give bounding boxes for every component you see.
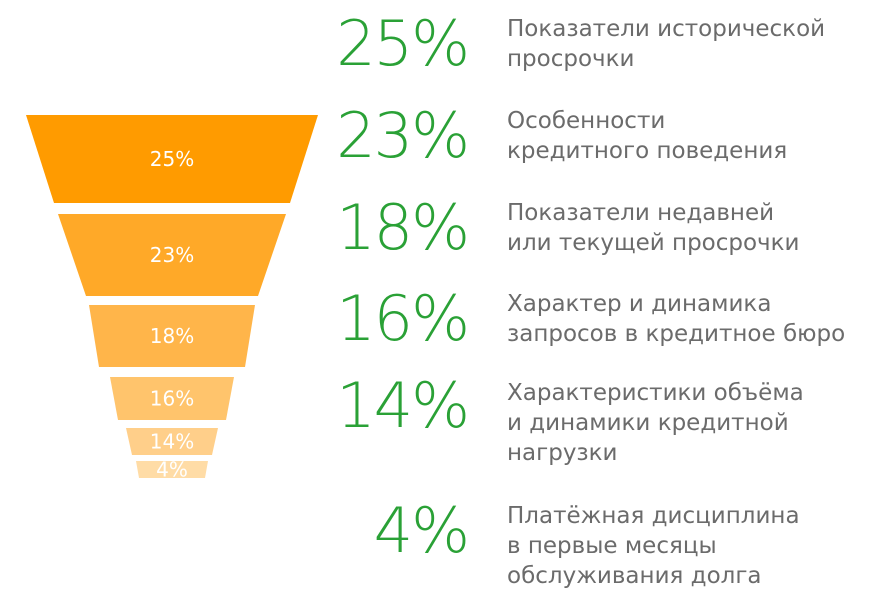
category-label: Характеристики объёма и динамики кредитн… (507, 380, 804, 466)
value-label: 4% (373, 494, 470, 567)
list-item: 18% Показатели недавней или текущей проср… (336, 192, 872, 292)
funnel-segment (89, 305, 255, 367)
value-label: 25% (336, 7, 470, 80)
category-label: Показатели недавней или текущей просрочк… (507, 200, 800, 256)
funnel-segment (58, 214, 286, 296)
value-label: 14% (336, 369, 470, 442)
list-item: 4% Платёжная дисциплина в первые месяцы о… (340, 495, 872, 595)
funnel-chart: 25% 23% 18% 16% 14% 4% (26, 115, 318, 482)
value-label: 23% (336, 99, 470, 172)
funnel-segment (110, 377, 234, 420)
category-label: Показатели исторической просрочки (507, 16, 826, 72)
list-item: 14% Характеристики объёма и динамики кред… (336, 370, 872, 470)
list-item: 23% Особенности кредитного поведения (336, 100, 872, 200)
funnel-segment (126, 428, 218, 455)
category-label: Особенности кредитного поведения (507, 108, 788, 164)
value-label: 18% (336, 191, 470, 264)
category-label: Платёжная дисциплина в первые месяцы обс… (507, 503, 800, 589)
list-item: 16% Характер и динамика запросов в кредит… (336, 283, 872, 383)
funnel-segment-label: 25% (150, 147, 194, 171)
funnel-segment-label: 18% (150, 324, 194, 348)
funnel-segment-label: 14% (150, 430, 194, 454)
funnel-segment-label: 23% (150, 243, 194, 267)
list-item: 25% Показатели исторической просрочки (336, 8, 872, 108)
funnel-segment (26, 115, 318, 203)
category-label: Характер и динамика запросов в кредитное… (507, 291, 846, 347)
value-label: 16% (336, 282, 470, 355)
funnel-segment-label: 16% (150, 387, 194, 411)
funnel-segment-label: 4% (156, 458, 188, 482)
funnel-segment (136, 461, 208, 478)
